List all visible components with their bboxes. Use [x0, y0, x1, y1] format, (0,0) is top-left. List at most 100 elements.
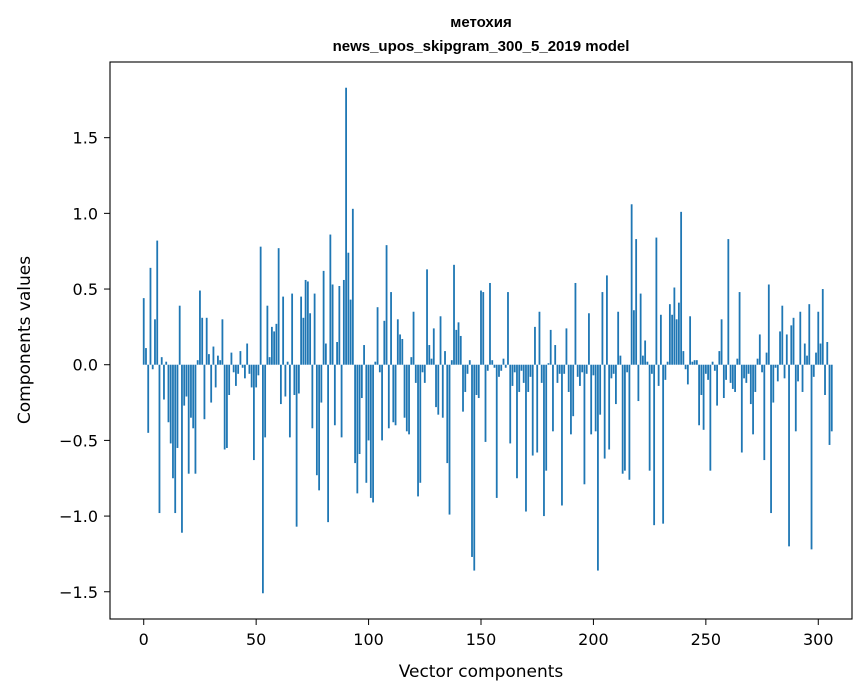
bar-179: [545, 364, 548, 471]
bar-157: [495, 364, 498, 498]
bar-280: [772, 364, 775, 403]
bar-303: [824, 364, 826, 395]
bar-231: [662, 364, 665, 524]
bar-169: [522, 364, 525, 383]
bar-98: [363, 345, 365, 365]
bar-102: [372, 364, 374, 503]
bar-170: [525, 364, 527, 512]
y-axis: −1.5 −1.0 −0.5 0.0 0.5 1.0 1.5: [59, 129, 110, 602]
bar-20: [187, 364, 190, 474]
bar-274: [758, 334, 761, 365]
bar-139: [455, 329, 458, 365]
bar-37: [226, 364, 228, 448]
bar-264: [736, 358, 739, 365]
bar-281: [774, 364, 777, 368]
bar-3: [149, 267, 152, 365]
x-tick-label: 100: [353, 630, 384, 649]
bar-88: [340, 364, 343, 438]
bar-189: [567, 364, 570, 392]
y-tick-label: −1.0: [59, 507, 98, 526]
bar-120: [412, 311, 415, 365]
bar-205: [603, 364, 606, 459]
y-tick-label: 1.5: [73, 129, 98, 148]
bar-126: [426, 269, 428, 365]
bar-287: [788, 364, 790, 547]
bar-282: [776, 364, 779, 382]
bar-91: [347, 252, 350, 365]
bar-153: [486, 364, 489, 371]
bar-66: [291, 293, 294, 365]
bar-40: [232, 364, 235, 373]
bar-275: [761, 364, 763, 373]
bar-95: [356, 364, 359, 494]
bar-53: [262, 364, 264, 594]
bar-230: [659, 314, 662, 365]
bar-254: [713, 364, 716, 371]
bar-21: [190, 364, 192, 418]
bar-185: [558, 364, 561, 374]
y-axis-label: Components values: [15, 256, 35, 424]
bar-256: [718, 351, 721, 365]
bar-16: [178, 305, 181, 365]
bar-162: [507, 292, 509, 365]
bar-284: [781, 305, 784, 365]
bar-86: [336, 342, 338, 365]
bar-248: [700, 364, 703, 395]
bar-192: [574, 282, 577, 365]
bar-35: [221, 319, 224, 365]
bar-291: [797, 364, 799, 382]
bar-178: [543, 364, 545, 517]
bar-56: [268, 357, 271, 365]
bar-51: [257, 364, 260, 376]
bar-76: [313, 293, 316, 365]
chart-title-line-1: метохия: [450, 14, 512, 31]
bar-125: [423, 364, 426, 383]
bar-288: [790, 325, 793, 365]
bar-225: [648, 364, 651, 471]
bar-110: [390, 292, 392, 365]
bar-306: [830, 364, 833, 432]
bar-276: [763, 364, 766, 461]
x-tick-label: 250: [691, 630, 722, 649]
bar-1: [145, 348, 147, 365]
bar-75: [311, 364, 314, 429]
y-tick-label: 0.5: [73, 280, 98, 299]
bar-17: [181, 364, 183, 533]
bar-277: [765, 352, 768, 365]
bar-61: [279, 364, 282, 405]
bar-39: [230, 352, 233, 365]
y-tick-label: −0.5: [59, 431, 98, 450]
bar-246: [695, 360, 698, 365]
bar-259: [725, 364, 727, 380]
bar-253: [711, 361, 714, 365]
bar-206: [606, 275, 608, 365]
bar-134: [444, 351, 446, 365]
bar-183: [554, 345, 557, 365]
bar-89: [342, 279, 345, 365]
bar-45: [244, 364, 246, 379]
bar-117: [405, 364, 408, 432]
bar-194: [579, 364, 581, 386]
bar-289: [792, 317, 795, 365]
bar-77: [315, 364, 318, 476]
bar-7: [158, 364, 161, 514]
bar-223: [644, 340, 647, 365]
bar-97: [360, 364, 363, 399]
bar-119: [410, 357, 413, 365]
bar-132: [439, 316, 442, 365]
bar-263: [734, 364, 736, 392]
bar-161: [504, 364, 507, 368]
bar-215: [626, 364, 629, 373]
bar-294: [803, 343, 806, 365]
bar-22: [192, 364, 195, 429]
bar-273: [756, 358, 759, 365]
bar-193: [576, 364, 579, 377]
bar-30: [210, 364, 213, 403]
bar-297: [810, 364, 813, 550]
bar-158: [498, 364, 500, 377]
bar-60: [277, 248, 280, 365]
x-tick-label: 0: [139, 630, 149, 649]
bar-99: [365, 364, 368, 483]
bar-156: [493, 364, 496, 368]
bar-196: [583, 364, 586, 485]
